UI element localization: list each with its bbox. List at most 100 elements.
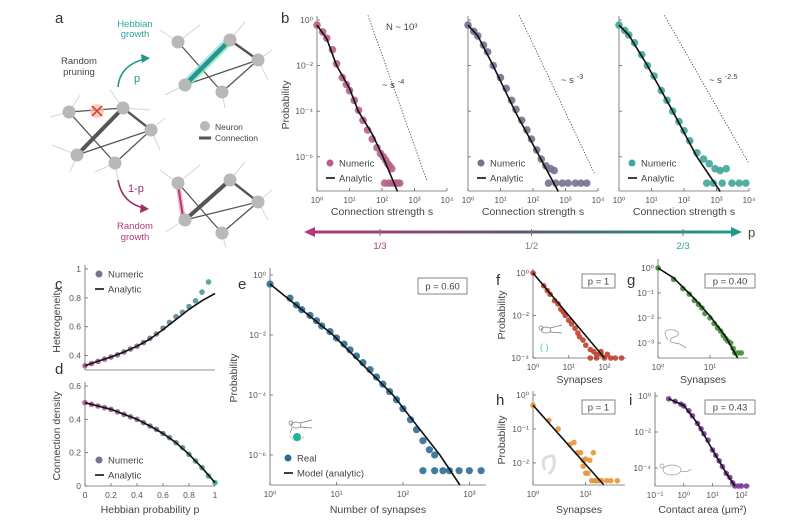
worm-icon-g [664,329,687,349]
x-tick-label-b2: 10³ [559,195,571,205]
data-point-e [431,451,439,459]
data-point-e [366,366,374,374]
random-network-edges [177,178,260,234]
analytic-line-e [269,283,461,486]
hebbian-label-1: Hebbian [117,19,152,30]
data-point-h [580,463,587,470]
legend-label-b3: Analytic [641,174,675,185]
x-tick-label-i: 10² [735,490,747,500]
y-tick-label-f: 10⁻⁴ [511,353,529,363]
legend-label-d: Numeric [108,456,144,467]
data-point-e [352,352,361,360]
random-connection [177,184,184,218]
random-arrowhead-icon [140,204,149,213]
reference-line-b2 [518,15,595,174]
p-value-box-e [417,277,468,295]
x-axis-label-f: Synapses [556,374,602,386]
data-point-h [555,426,561,432]
data-point-b3 [699,155,708,163]
fly-icon-e [288,419,313,434]
legend-label-b2: Numeric [490,159,526,170]
data-point-d [82,399,88,406]
legend-label-b2: Analytic [490,174,524,185]
panel-letter-h: h [496,392,504,409]
x-tick-label-b3: 10⁰ [613,195,626,205]
data-point-f [582,342,589,349]
panel-letter-f: f [496,272,501,289]
y-tick-label-e: 10⁻⁶ [249,450,266,460]
analytic-line-c [84,292,216,367]
p-arrow-ticks: 1/3 1/2 2/3 [373,229,690,252]
y-axis-label-f: Probability [496,290,508,340]
p-arrowhead-left-icon [304,227,315,237]
y-tick-label-f: 10⁰ [516,268,529,278]
data-point-f [587,355,594,361]
y-tick-label-i: 10⁰ [638,391,651,401]
y-tick-label-e: 10⁻² [249,330,266,340]
analytic-line-b3 [618,24,721,192]
x-tick-label-d: 0.8 [183,490,195,500]
y-tick-label-d: 0.2 [69,448,81,458]
data-point-b3 [716,166,725,175]
legend-label-b1: Numeric [339,159,375,170]
data-point-b3 [702,179,711,187]
y-tick-label-d: 0.6 [69,381,81,391]
y-axis-label-b1: Probability [280,80,292,130]
analytic-line-b2 [467,24,560,192]
y-axis-label-c: Heterogeneity [51,287,63,353]
x-tick-label-e: 10⁰ [264,489,277,499]
legend-label-d: Analytic [108,471,142,482]
data-point-f [604,351,611,358]
chart-f: 10⁰ 10¹ 10² 10⁰ 10⁻² 10⁻⁴ Synapses Probability p… [496,268,626,386]
panel-letter-e: e [238,276,246,293]
x-axis-label-e: Number of synapses [330,504,426,516]
data-point-e [372,373,381,381]
data-point-e [419,467,427,475]
data-point-f [580,337,586,343]
reference-label-b2: ~ s -3 [561,72,583,86]
y-tick-label-g: 10⁻² [637,313,654,323]
hebbian-arrow-icon [117,58,146,88]
p-value-box-h [581,399,616,415]
y-tick-label-b1: 10⁻⁶ [296,152,313,162]
data-point-c [205,279,212,285]
data-point-e [439,467,447,475]
y-tick-label-g: 10⁻¹ [637,288,654,298]
data-point-e [406,416,415,424]
p-value-box-g [704,273,756,289]
data-point-h [607,477,614,484]
data-point-b3 [705,159,714,168]
x-tick-label-d: 0.2 [105,490,117,500]
p-axis-arrow: p 1/3 1/2 2/3 [304,225,755,252]
x-tick-label-i: 10⁰ [677,490,690,500]
y-tick-label-c: 1 [76,264,81,274]
p-value-label-h: p = 1 [588,403,609,414]
y-tick-label-h: 10⁻¹ [512,424,529,434]
data-point-f [568,321,575,327]
y-tick-label-b1: 10⁻² [296,61,313,71]
pruning-label-2: pruning [63,67,95,78]
x-tick-label-d: 0 [83,490,88,500]
data-point-f [593,355,600,361]
y-tick-label-f: 10⁻² [512,311,529,321]
legend-label-e: Real [297,454,317,465]
x-axis-label-i: Contact area (μm²) [658,504,746,516]
x-tick-label-g: 10⁰ [652,362,665,372]
data-point-h [585,470,591,476]
y-tick-label-h: 10⁻² [512,458,529,468]
x-tick-label-i: 10¹ [706,490,718,500]
x-tick-label-h: 10⁰ [527,489,540,499]
data-point-e [359,359,367,367]
x-tick-label-b3: 10⁴ [742,195,755,205]
analytic-line-b1 [316,24,399,192]
hebbian-arrowhead-icon [141,54,150,63]
data-point-e [465,467,473,475]
x-tick-label-b2: 10² [527,195,539,205]
x-tick-label-e: 10¹ [330,489,342,499]
data-point-g [679,285,686,292]
data-point-e [425,446,433,454]
x-tick-label-h: 10¹ [579,489,591,499]
p-tick-label-2: 2/3 [676,241,689,252]
legend-label-e: Model (analytic) [297,469,364,480]
random-arrow-icon [117,179,145,209]
